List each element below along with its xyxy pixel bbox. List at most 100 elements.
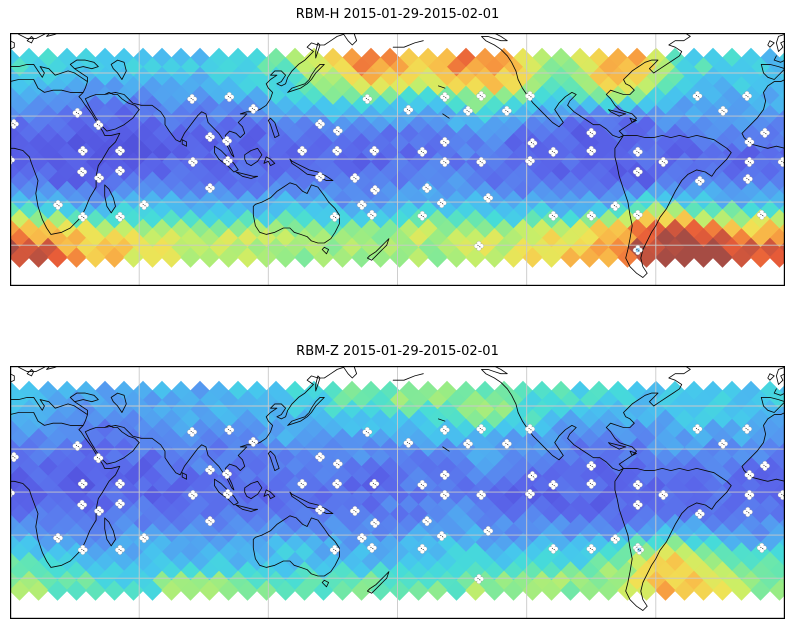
buoy-marker bbox=[718, 438, 728, 449]
buoy-marker bbox=[473, 241, 484, 251]
buoy-marker bbox=[205, 465, 215, 475]
buoy-marker bbox=[718, 105, 728, 116]
buoy-marker bbox=[187, 427, 198, 437]
buoy-marker bbox=[417, 479, 428, 490]
buoy-marker bbox=[436, 198, 447, 208]
buoy-marker bbox=[366, 542, 377, 553]
buoy-marker bbox=[205, 132, 215, 142]
buoy-marker bbox=[756, 542, 767, 553]
buoy-marker bbox=[525, 156, 535, 166]
buoy-marker bbox=[297, 145, 308, 156]
buoy-marker bbox=[694, 176, 705, 186]
buoy-marker bbox=[115, 211, 125, 222]
buoy-markers-layer bbox=[10, 91, 785, 256]
buoy-marker bbox=[356, 200, 367, 210]
buoy-marker bbox=[53, 533, 63, 543]
buoy-marker bbox=[248, 103, 259, 114]
buoy-marker bbox=[315, 119, 325, 130]
buoy-marker bbox=[248, 436, 259, 447]
buoy-marker bbox=[658, 157, 669, 167]
buoy-marker bbox=[439, 425, 450, 435]
buoy-marker bbox=[759, 460, 770, 471]
heatmap-layer bbox=[10, 380, 785, 601]
buoy-marker bbox=[370, 518, 380, 529]
buoy-marker bbox=[610, 534, 621, 545]
axes-border bbox=[10, 33, 785, 286]
buoy-marker bbox=[72, 440, 83, 451]
buoy-marker bbox=[349, 173, 360, 183]
buoy-marker bbox=[610, 201, 621, 212]
buoy-marker bbox=[93, 453, 104, 464]
chart-title-rbm-z: RBM-Z 2015-01-29-2015-02-01 bbox=[296, 344, 499, 359]
buoy-marker bbox=[742, 507, 753, 517]
buoy-marker bbox=[187, 94, 198, 104]
buoy-marker bbox=[476, 490, 487, 500]
buoy-marker bbox=[692, 424, 703, 434]
buoy-marker bbox=[139, 533, 150, 543]
buoy-marker bbox=[632, 499, 643, 510]
buoy-marker bbox=[332, 125, 343, 136]
buoy-marker bbox=[658, 490, 669, 500]
buoy-marker bbox=[744, 470, 755, 480]
chart-title-rbm-h: RBM-H 2015-01-29-2015-02-01 bbox=[295, 7, 500, 22]
buoy-marker bbox=[222, 136, 232, 146]
buoy-marker bbox=[439, 470, 450, 480]
buoy-marker bbox=[77, 544, 88, 555]
buoy-marker bbox=[362, 94, 373, 104]
buoy-marker bbox=[356, 533, 367, 543]
coastline-layer bbox=[10, 366, 785, 611]
buoy-marker bbox=[694, 509, 705, 519]
buoy-marker bbox=[115, 478, 125, 489]
buoy-marker bbox=[527, 138, 538, 149]
buoy-marker bbox=[476, 157, 487, 167]
buoy-marker bbox=[439, 137, 450, 147]
buoy-marker bbox=[205, 183, 215, 194]
buoy-marker bbox=[744, 157, 755, 167]
buoy-marker bbox=[93, 120, 104, 131]
buoy-marker bbox=[115, 544, 125, 555]
buoy-marker bbox=[332, 478, 343, 489]
buoy-marker bbox=[483, 193, 494, 203]
buoy-marker bbox=[586, 210, 597, 221]
buoy-marker-special bbox=[634, 544, 645, 555]
buoy-marker bbox=[632, 146, 643, 157]
buoy-marker bbox=[115, 498, 125, 509]
buoy-marker bbox=[315, 452, 325, 463]
buoy-marker bbox=[473, 574, 484, 584]
buoy-marker bbox=[224, 425, 235, 435]
buoy-marker bbox=[362, 427, 373, 437]
buoy-marker bbox=[586, 145, 597, 156]
world-map-canvas-rbm-z bbox=[10, 366, 785, 619]
buoy-markers-layer bbox=[10, 424, 785, 584]
buoy-marker bbox=[77, 478, 88, 489]
buoy-marker bbox=[72, 107, 83, 118]
buoy-marker bbox=[349, 506, 360, 516]
buoy-marker bbox=[476, 91, 487, 101]
buoy-marker bbox=[222, 156, 233, 166]
buoy-marker bbox=[525, 91, 535, 101]
buoy-marker bbox=[436, 531, 447, 541]
buoy-marker bbox=[332, 458, 343, 469]
buoy-marker bbox=[417, 543, 428, 554]
buoy-marker bbox=[744, 137, 755, 147]
buoy-marker bbox=[403, 104, 414, 115]
buoy-marker-special bbox=[632, 245, 643, 256]
buoy-marker bbox=[297, 478, 308, 489]
buoy-marker bbox=[744, 490, 755, 500]
axes-border bbox=[10, 366, 785, 619]
buoy-marker bbox=[115, 165, 125, 176]
buoy-marker bbox=[77, 211, 88, 222]
buoy-marker bbox=[332, 145, 343, 156]
buoy-marker bbox=[94, 173, 105, 183]
buoy-marker bbox=[422, 516, 432, 527]
buoy-marker bbox=[501, 105, 512, 116]
buoy-marker bbox=[742, 91, 752, 101]
buoy-marker bbox=[586, 478, 597, 489]
buoy-marker bbox=[329, 211, 340, 222]
buoy-marker bbox=[315, 505, 325, 515]
buoy-marker bbox=[548, 479, 559, 490]
buoy-marker bbox=[586, 127, 597, 138]
buoy-marker bbox=[422, 183, 432, 194]
buoy-marker bbox=[205, 516, 215, 527]
